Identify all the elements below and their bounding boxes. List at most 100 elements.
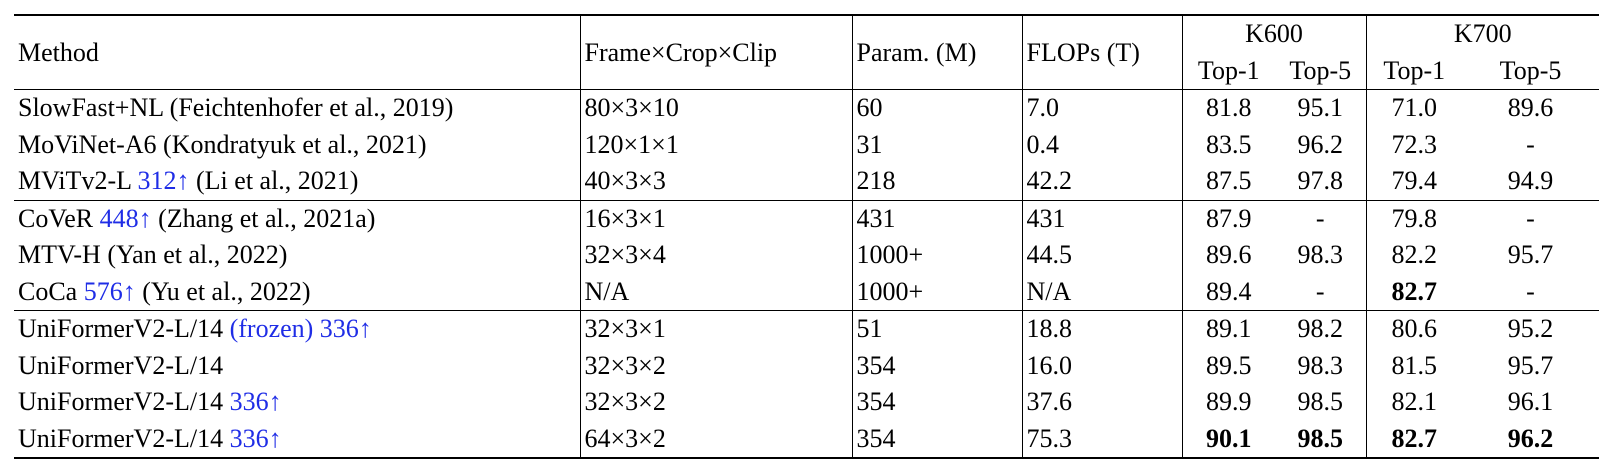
method-cell: MTV-H (Yan et al., 2022) <box>14 237 580 274</box>
resolution-tag: 576↑ <box>83 276 136 306</box>
method-cell: MoViNet-A6 (Kondratyuk et al., 2021) <box>14 127 580 164</box>
k600-top1-cell: 90.1 <box>1181 420 1275 459</box>
flops-cell: 42.2 <box>1021 163 1182 200</box>
k600-top1-cell: 83.5 <box>1181 126 1275 163</box>
param-cell: 354 <box>851 347 1022 384</box>
flops-cell: 44.5 <box>1021 237 1182 274</box>
header-method: Method <box>14 14 580 90</box>
method-name: MViTv2-L <box>18 166 132 196</box>
method-name: CoVeR <box>18 203 94 233</box>
header-param: Param. (M) <box>851 14 1022 90</box>
resolution-tag: 336↑ <box>229 387 282 417</box>
k700-top1-cell: 82.2 <box>1365 237 1462 274</box>
param-cell: 354 <box>851 420 1022 459</box>
k600-top5-cell: 98.3 <box>1297 350 1344 380</box>
k600-top1-cell: 89.1 <box>1181 310 1275 348</box>
table-row: MTV-H (Yan et al., 2022) 32×3×4 1000+ 44… <box>14 237 1599 274</box>
method-name: MTV-H (Yan et al., 2022) <box>18 240 288 270</box>
k700-top5-cell: 94.9 <box>1507 166 1554 196</box>
table-row: CoCa 576↑ (Yu et al., 2022) N/A 1000+ N/… <box>14 273 1599 311</box>
method-name: UniFormerV2-L/14 <box>18 387 224 417</box>
k700-top5-cell: 89.6 <box>1507 93 1554 123</box>
method-citation: (Yu et al., 2022) <box>142 276 311 306</box>
fcc-cell: 80×3×10 <box>579 89 852 127</box>
k600-top5-cell: - <box>1315 276 1325 306</box>
results-table: Method Frame×Crop×Clip Param. (M) FLOPs … <box>14 14 1599 459</box>
header-k600-top1: Top-1 <box>1181 52 1275 90</box>
param-cell: 354 <box>851 384 1022 421</box>
method-citation: (Li et al., 2021) <box>196 166 359 196</box>
k600-top1-cell: 81.8 <box>1181 89 1275 127</box>
method-cell: MViTv2-L 312↑ (Li et al., 2021) <box>14 163 580 200</box>
table-row: UniFormerV2-L/14 336↑ 64×3×2 354 75.3 90… <box>14 420 1599 459</box>
k600-top5-cell: 97.8 <box>1297 166 1344 196</box>
param-cell: 1000+ <box>851 237 1022 274</box>
k600-top5-cell: - <box>1275 199 1366 237</box>
table-row: SlowFast+NL (Feichtenhofer et al., 2019)… <box>14 89 1599 127</box>
k600-top5-cell: 98.5 <box>1297 387 1344 417</box>
method-cell: CoVeR 448↑ (Zhang et al., 2021a) <box>14 199 580 237</box>
table-row: MoViNet-A6 (Kondratyuk et al., 2021) 120… <box>14 126 1599 164</box>
param-cell: 1000+ <box>851 273 1022 311</box>
k600-top1-cell: 87.9 <box>1181 199 1275 237</box>
k700-top1-cell: 80.6 <box>1365 310 1462 348</box>
method-cell: CoCa 576↑ (Yu et al., 2022) <box>14 274 580 311</box>
k600-top5-cell: 98.2 <box>1275 310 1366 348</box>
header-k600: K600 <box>1181 14 1366 53</box>
flops-cell: 0.4 <box>1021 126 1182 163</box>
k700-top5-cell: - <box>1526 129 1535 159</box>
param-cell: 218 <box>851 163 1022 200</box>
k600-top1-cell: 89.5 <box>1181 347 1275 384</box>
method-name: UniFormerV2-L/14 <box>18 423 224 453</box>
param-cell: 31 <box>851 126 1022 163</box>
flops-cell: 431 <box>1021 199 1182 237</box>
k600-top5-cell: 95.1 <box>1297 93 1344 123</box>
resolution-tag: 448↑ <box>99 203 152 233</box>
table-row: UniFormerV2-L/14 (frozen) 336↑ 32×3×1 51… <box>14 310 1599 348</box>
method-cell: UniFormerV2-L/14 <box>14 348 580 385</box>
k700-top5-cell: 95.7 <box>1507 240 1554 270</box>
k600-top1-cell: 89.9 <box>1181 384 1275 421</box>
k700-top1-cell: 82.1 <box>1365 384 1462 421</box>
k600-top1-cell: 87.5 <box>1181 163 1275 200</box>
k700-top5-cell: - <box>1526 276 1535 306</box>
method-name: SlowFast+NL (Feichtenhofer et al., 2019) <box>18 93 454 123</box>
table-row: UniFormerV2-L/14 336↑ 32×3×2 354 37.6 89… <box>14 384 1599 421</box>
k600-top5-cell: 98.3 <box>1297 240 1344 270</box>
k700-top5-cell: - <box>1462 199 1599 237</box>
k700-top1-cell: 79.8 <box>1365 199 1462 237</box>
method-citation: (Zhang et al., 2021a) <box>158 203 376 233</box>
k700-top5-cell: 96.2 <box>1462 420 1599 459</box>
param-cell: 431 <box>851 199 1022 237</box>
k600-top1-cell: 89.6 <box>1181 237 1275 274</box>
method-name: CoCa <box>18 276 78 306</box>
fcc-cell: 32×3×2 <box>579 384 852 421</box>
method-name: MoViNet-A6 (Kondratyuk et al., 2021) <box>18 129 427 159</box>
method-cell: UniFormerV2-L/14 336↑ <box>14 420 580 459</box>
table-header: Method Frame×Crop×Clip Param. (M) FLOPs … <box>14 14 1599 90</box>
header-k700-top1: Top-1 <box>1365 52 1462 90</box>
k700-top5-cell: 95.7 <box>1507 350 1554 380</box>
table-row: CoVeR 448↑ (Zhang et al., 2021a) 16×3×1 … <box>14 199 1599 237</box>
k700-top1-cell: 71.0 <box>1365 89 1462 127</box>
flops-cell: N/A <box>1021 273 1182 311</box>
k700-top1-cell: 82.7 <box>1365 420 1462 459</box>
resolution-tag: 312↑ <box>137 166 190 196</box>
table-row: MViTv2-L 312↑ (Li et al., 2021) 40×3×3 2… <box>14 163 1599 200</box>
flops-cell: 16.0 <box>1021 347 1182 384</box>
k600-top5-cell: 96.2 <box>1297 129 1344 159</box>
fcc-cell: N/A <box>579 273 852 311</box>
method-cell: UniFormerV2-L/14 (frozen) 336↑ <box>14 310 580 348</box>
fcc-cell: 40×3×3 <box>579 163 852 200</box>
header-k700-top5: Top-5 <box>1462 52 1599 90</box>
fcc-cell: 120×1×1 <box>579 126 852 163</box>
k700-top1-cell: 81.5 <box>1365 347 1462 384</box>
table-body: SlowFast+NL (Feichtenhofer et al., 2019)… <box>14 89 1599 459</box>
k600-top1-cell: 89.4 <box>1181 273 1275 311</box>
k700-top1-cell: 72.3 <box>1365 126 1462 163</box>
k600-top5-cell: 98.5 <box>1275 420 1366 459</box>
resolution-tag: 336↑ <box>229 423 282 453</box>
k700-top5-cell: 95.2 <box>1462 310 1599 348</box>
flops-cell: 37.6 <box>1021 384 1182 421</box>
flops-cell: 75.3 <box>1021 420 1182 459</box>
